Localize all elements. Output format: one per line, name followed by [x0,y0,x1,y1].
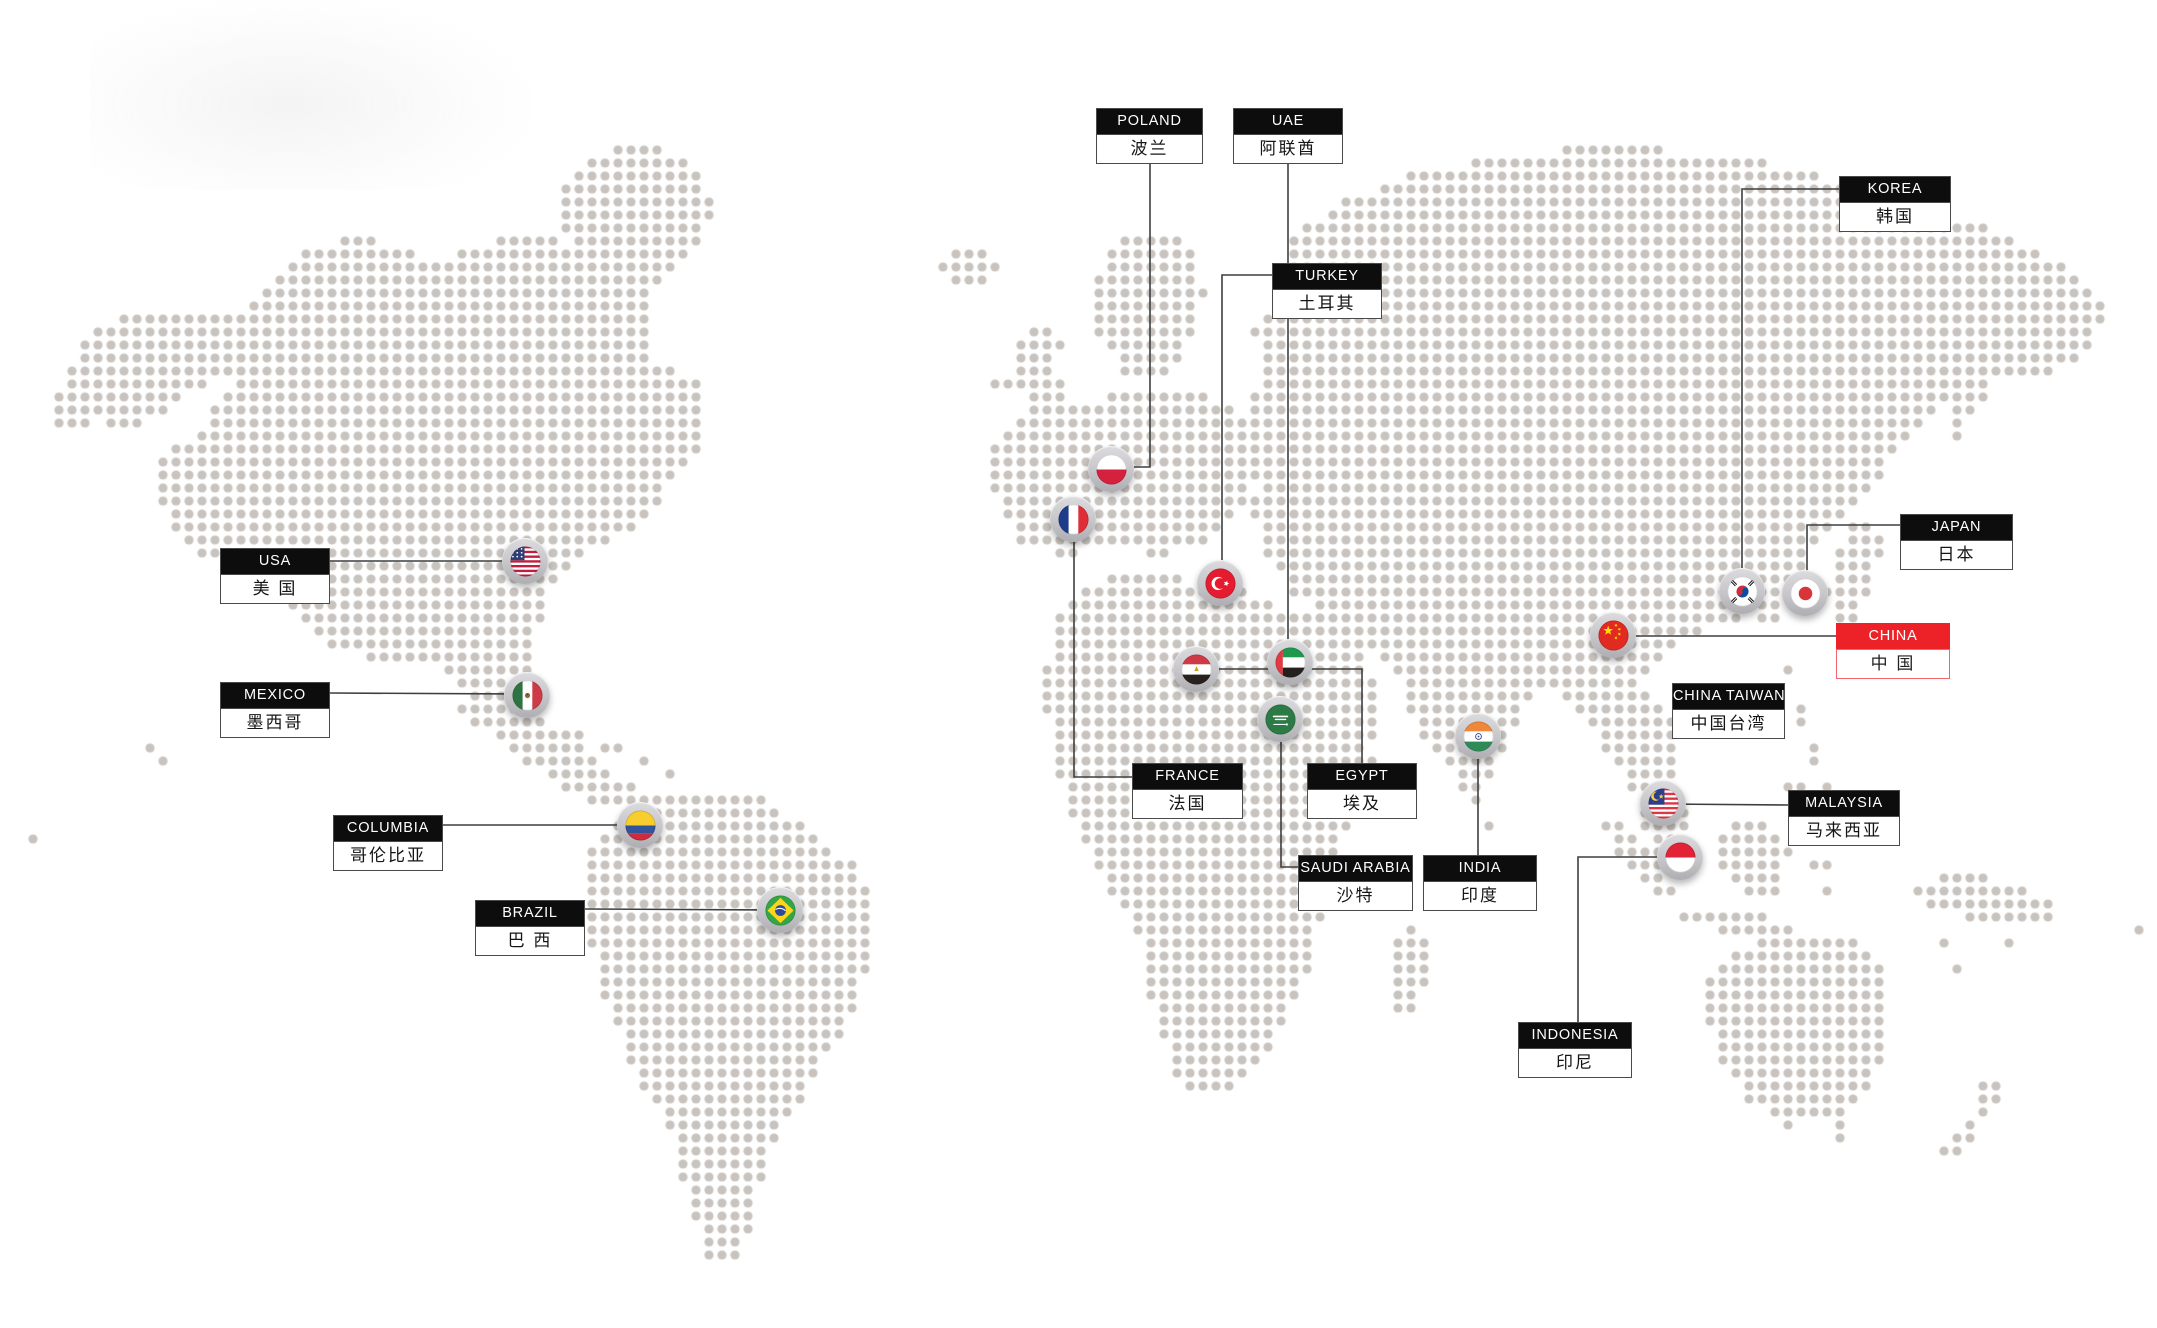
country-name-en: COLUMBIA [333,815,443,841]
flag-pin-egypt [1173,646,1219,692]
country-label-indonesia: INDONESIA 印尼 [1518,1022,1632,1078]
flag-pin-japan [1782,570,1828,616]
turkey-flag-icon [1204,567,1236,599]
flag-pin-saudi-arabia [1257,696,1303,742]
country-name-zh: 中 国 [1836,649,1950,679]
country-name-zh: 马来西亚 [1788,816,1900,846]
country-label-turkey: TURKEY 土耳其 [1272,263,1382,319]
country-name-zh: 波兰 [1096,134,1203,164]
brazil-flag-icon [764,894,796,926]
country-label-france: FRANCE 法国 [1132,763,1243,819]
connector-korea [1741,188,1839,591]
china-flag-icon [1597,619,1629,651]
flag-pin-brazil [757,887,803,933]
country-name-zh: 中国台湾 [1672,709,1785,739]
country-name-en: USA [220,548,330,574]
country-name-en: INDIA [1423,855,1537,881]
country-label-poland: POLAND 波兰 [1096,108,1203,164]
country-label-china-taiwan: CHINA TAIWAN 中国台湾 [1672,683,1785,739]
india-flag-icon [1462,720,1494,752]
connector-poland [1111,160,1151,468]
mexico-flag-icon [511,679,543,711]
flag-pin-indonesia [1657,834,1703,880]
country-name-zh: 印尼 [1518,1048,1632,1078]
connector-brazil [584,908,781,911]
flag-pin-mexico [504,672,550,718]
country-label-india: INDIA 印度 [1423,855,1537,911]
country-name-en: TURKEY [1272,263,1382,289]
country-name-zh: 埃及 [1307,789,1417,819]
connector-indonesia [1577,856,1680,1022]
country-label-saudi-arabia: SAUDI ARABIA 沙特 [1298,855,1413,911]
country-name-en: FRANCE [1132,763,1243,789]
country-name-en: KOREA [1839,176,1951,202]
korea-flag-icon [1726,575,1758,607]
country-name-en: BRAZIL [475,900,585,926]
flag-pin-uae [1267,639,1313,685]
flag-pin-france [1050,496,1096,542]
flag-pin-usa [502,538,548,584]
country-label-korea: KOREA 韩国 [1839,176,1951,232]
country-name-zh: 法国 [1132,789,1243,819]
country-label-columbia: COLUMBIA 哥伦比亚 [333,815,443,871]
country-label-japan: JAPAN 日本 [1900,514,2013,570]
indonesia-flag-icon [1664,841,1696,873]
country-name-zh: 哥伦比亚 [333,841,443,871]
malaysia-flag-icon [1647,787,1679,819]
flag-pin-india [1455,713,1501,759]
country-name-zh: 韩国 [1839,202,1951,232]
country-name-en: UAE [1233,108,1343,134]
country-name-en: EGYPT [1307,763,1417,789]
country-name-en: CHINA [1836,623,1950,649]
flag-pin-columbia [617,802,663,848]
country-name-en: POLAND [1096,108,1203,134]
usa-flag-icon [509,545,541,577]
country-name-en: JAPAN [1900,514,2013,540]
connector-saudi-arabia [1280,719,1298,868]
country-name-zh: 沙特 [1298,881,1413,911]
country-name-zh: 阿联酋 [1233,134,1343,164]
country-name-zh: 美 国 [220,574,330,604]
country-label-brazil: BRAZIL 巴 西 [475,900,585,956]
country-name-zh: 印度 [1423,881,1537,911]
japan-flag-icon [1789,577,1821,609]
country-name-zh: 日本 [1900,540,2013,570]
country-name-zh: 巴 西 [475,926,585,956]
country-label-egypt: EGYPT 埃及 [1307,763,1417,819]
country-name-en: CHINA TAIWAN [1672,683,1785,709]
country-name-en: INDONESIA [1518,1022,1632,1048]
country-name-en: MEXICO [220,682,330,708]
country-label-uae: UAE 阿联酋 [1233,108,1343,164]
connector-mexico [329,692,528,695]
country-name-zh: 墨西哥 [220,708,330,738]
country-label-mexico: MEXICO 墨西哥 [220,682,330,738]
connector-france [1073,519,1132,778]
flag-pin-malaysia [1640,780,1686,826]
saudi-arabia-flag-icon [1264,703,1296,735]
country-label-usa: USA 美 国 [220,548,330,604]
flag-pin-poland [1088,446,1134,492]
country-name-zh: 土耳其 [1272,289,1382,319]
egypt-flag-icon [1180,653,1212,685]
country-label-malaysia: MALAYSIA 马来西亚 [1788,790,1900,846]
country-name-en: SAUDI ARABIA [1298,855,1413,881]
flag-pin-turkey [1197,560,1243,606]
poland-flag-icon [1095,453,1127,485]
connector-turkey [1221,274,1272,583]
france-flag-icon [1057,503,1089,535]
flag-pin-korea [1719,568,1765,614]
background-smudge [90,0,530,190]
columbia-flag-icon [624,809,656,841]
uae-flag-icon [1274,646,1306,678]
flag-pin-china [1590,612,1636,658]
country-name-en: MALAYSIA [1788,790,1900,816]
connector-egypt [1196,668,1363,763]
country-label-china: CHINA 中 国 [1836,623,1950,679]
